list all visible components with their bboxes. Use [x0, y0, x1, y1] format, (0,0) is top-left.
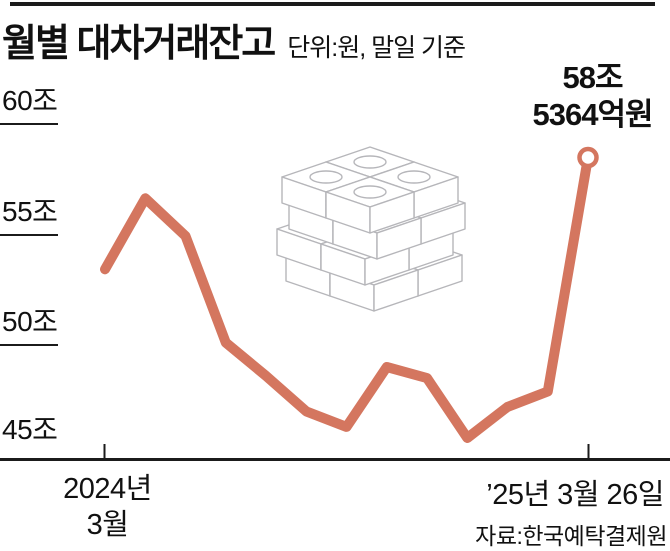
x-tick-label-end: ’25년 3월 26일: [486, 479, 664, 511]
last-value-line1: 58조: [562, 60, 623, 95]
chart-title: 월별 대차거래잔고: [2, 23, 276, 65]
x-start-year: 2024년: [63, 473, 152, 505]
x-tick-label-start: 2024년 3월: [25, 471, 190, 543]
y-tick-label-50: 50조: [2, 306, 58, 337]
chart-unit-note: 단위:원, 말일 기준: [287, 34, 466, 62]
money-stack-illustration: [276, 146, 466, 312]
last-point-marker: [577, 146, 599, 169]
source-credit: 자료:한국예탁결제원: [475, 523, 667, 549]
chart-header: 월별 대차거래잔고 단위:원, 말일 기준: [2, 12, 466, 67]
x-start-month: 3월: [86, 509, 129, 541]
top-rule: [10, 2, 655, 6]
last-value-line2: 5364억원: [532, 97, 653, 132]
last-value-annotation: 58조 5364억원: [505, 59, 670, 133]
balance-line-series: [100, 152, 593, 443]
y-tick-label-55: 55조: [2, 196, 58, 227]
y-tick-label-45: 45조: [2, 414, 58, 445]
y-tick-label-60: 60조: [2, 85, 58, 116]
